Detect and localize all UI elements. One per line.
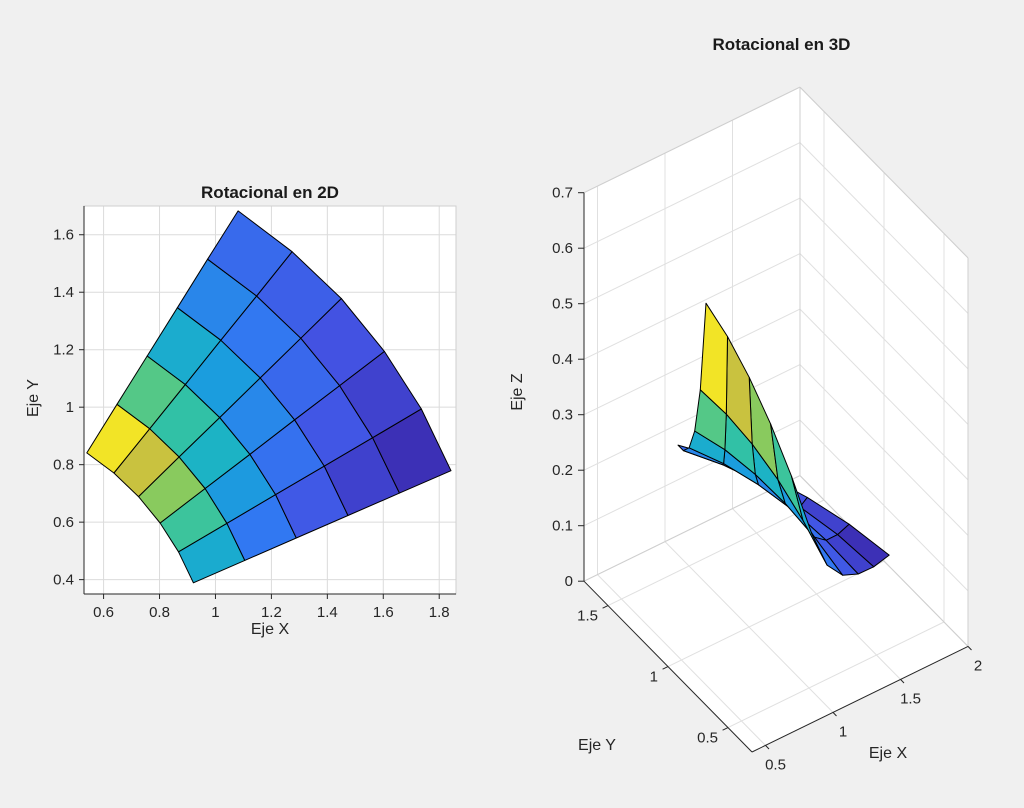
y-tick-label: 1 [650, 669, 658, 686]
x-tick-label: 0.6 [93, 604, 114, 621]
x-tick [900, 679, 905, 684]
plot2d-ylabel: Eje Y [25, 379, 42, 417]
y-tick [722, 727, 729, 731]
x-tick-label: 2 [974, 657, 982, 674]
surface-face [699, 302, 728, 415]
plot3d-axes: 0.5 1 1.5 2 0.5 1 1.5 0 0.1 0.2 0.3 0.4 0.5 0.6 0.7 [552, 185, 982, 774]
plot2d-surface-mesh [86, 210, 452, 584]
plot-3d: 0.5 1 1.5 2 0.5 1 1.5 0 0.1 0.2 0.3 0.4 0.5 0.6 0.7 [552, 86, 982, 774]
y-tick-label: 1.6 [53, 227, 74, 244]
x-tick-label: 1.8 [429, 604, 450, 621]
plot2d-title: Rotacional en 2D [201, 183, 339, 202]
x-tick-label: 1 [839, 723, 847, 740]
z-tick-label: 0.7 [552, 185, 573, 202]
x-tick-label: 1.6 [373, 604, 394, 621]
plot3d-xlabel: Eje X [868, 745, 908, 762]
x-tick [765, 745, 770, 750]
surface-face [207, 210, 293, 297]
z-tick-label: 0.6 [552, 240, 573, 257]
x-tick-label: 0.8 [149, 604, 170, 621]
z-tick-label: 0.2 [552, 462, 573, 479]
x-tick [832, 712, 837, 717]
plot2d-axes: 0.6 0.8 1 1.2 1.4 1.6 1.8 0.4 0.6 0.8 1 1.2 1.4 1.6 [53, 206, 456, 621]
x-tick-label: 1.4 [317, 604, 338, 621]
plot-2d: 0.6 0.8 1 1.2 1.4 1.6 1.8 0.4 0.6 0.8 1 1.2 1.4 1.6 [53, 205, 457, 621]
x-axis-line [751, 645, 969, 753]
plot3d-ylabel: Eje Y [578, 737, 616, 754]
y-tick-label: 1.5 [577, 608, 598, 625]
z-tick-label: 0 [565, 573, 573, 590]
y-tick-label: 1.4 [53, 284, 74, 301]
x-tick-label: 1.5 [900, 690, 921, 707]
y-tick-label: 1.2 [53, 342, 74, 359]
z-tick-label: 0.4 [552, 351, 573, 368]
plot3d-surface-mesh [677, 302, 890, 576]
y-tick-label: 1 [66, 399, 74, 416]
plot3d-walls [584, 87, 968, 752]
z-tick-label: 0.1 [552, 518, 573, 535]
x-tick-label: 1 [211, 604, 219, 621]
y-tick-label: 0.4 [53, 572, 74, 589]
y-tick [602, 605, 609, 609]
plot3d-title: Rotacional en 3D [712, 35, 851, 54]
z-tick-label: 0.3 [552, 407, 573, 424]
x-tick-label: 0.5 [765, 756, 786, 773]
y-tick-label: 0.8 [53, 457, 74, 474]
plot3d-zlabel: Eje Z [509, 373, 526, 411]
surface-face [791, 475, 828, 566]
y-tick [662, 666, 669, 670]
plot3d-box [583, 86, 969, 647]
z-tick-label: 0.5 [552, 296, 573, 313]
y-tick-label: 0.6 [53, 514, 74, 531]
x-tick-label: 1.2 [261, 604, 282, 621]
y-tick-label: 0.5 [697, 730, 718, 747]
plot2d-xlabel: Eje X [250, 621, 290, 638]
x-tick [967, 646, 972, 651]
